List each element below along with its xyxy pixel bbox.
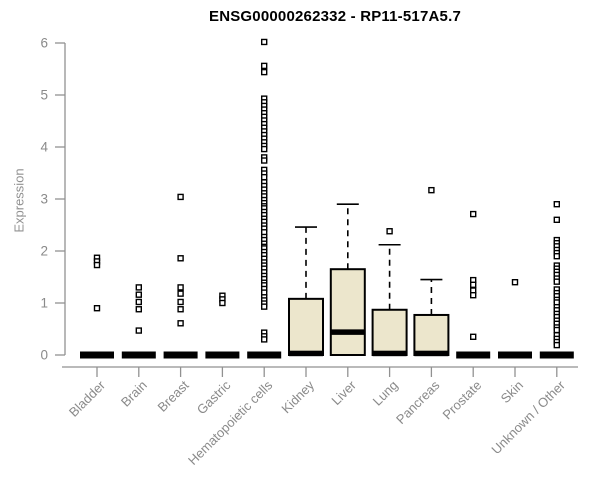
y-tick-label: 1 (40, 296, 48, 311)
outlier-point (261, 62, 268, 70)
x-tick-label-kidney: Kidney (278, 377, 317, 416)
outlier-point (177, 255, 184, 262)
iqr-box (329, 268, 366, 357)
iqr-box (413, 313, 450, 356)
outlier-point (553, 216, 560, 224)
box-group-skin (498, 279, 532, 359)
collapsed-box (498, 351, 532, 359)
x-tick-label-liver: Liver (328, 377, 359, 408)
outlier-point (553, 200, 560, 208)
outlier-point (511, 279, 519, 286)
collapsed-box (456, 351, 491, 359)
outlier-point (261, 173, 268, 181)
y-tick-label: 4 (40, 140, 48, 155)
box-group-gastric (205, 292, 240, 359)
median-line (289, 350, 323, 357)
outlier-point (219, 299, 226, 307)
collapsed-box (247, 351, 282, 359)
outlier-point (135, 298, 143, 306)
outlier-point (261, 38, 268, 46)
x-tick-label-breast: Breast (155, 377, 192, 414)
median-line (414, 350, 449, 357)
box-group-breast (163, 193, 198, 359)
outlier-point (177, 306, 184, 313)
box-group-prostate (456, 210, 491, 359)
outlier-point (261, 145, 268, 153)
box-group-brain (121, 284, 156, 359)
outlier-point (261, 303, 268, 310)
y-tick-label: 3 (40, 192, 48, 207)
x-tick-label-lung: Lung (370, 378, 401, 409)
y-tick-label: 0 (40, 348, 48, 363)
box-group-liver (329, 203, 366, 357)
collapsed-box (80, 351, 114, 359)
y-tick-label: 5 (40, 88, 48, 103)
outlier-point (177, 320, 184, 327)
outlier-point (93, 305, 101, 312)
collapsed-box (539, 351, 574, 359)
box-group-hematopoietic-cells (247, 38, 282, 359)
outlier-point (177, 290, 184, 297)
x-tick-label-gastric: Gastric (194, 377, 234, 417)
x-tick-label-bladder: Bladder (66, 377, 109, 420)
x-tick-label-skin: Skin (498, 378, 526, 406)
outlier-point (261, 336, 268, 343)
x-tick-label-unknown-other: Unknown / Other (488, 377, 568, 457)
x-tick-label-brain: Brain (118, 378, 150, 410)
collapsed-box (205, 351, 240, 359)
outlier-point (135, 327, 143, 334)
outlier-point (261, 157, 268, 164)
outlier-point (470, 281, 477, 288)
outlier-point (470, 292, 477, 299)
collapsed-box (121, 351, 156, 359)
outlier-point (428, 186, 435, 194)
outlier-point (470, 210, 477, 218)
outlier-point (177, 298, 184, 306)
box-group-pancreas (413, 186, 450, 357)
iqr-box (288, 297, 324, 356)
collapsed-box (163, 351, 198, 359)
outlier-point (553, 341, 560, 349)
y-tick-label: 6 (40, 36, 48, 51)
outlier-point (135, 284, 143, 291)
outlier-point (177, 284, 184, 291)
outlier-point (553, 326, 560, 334)
box-group-kidney (288, 226, 324, 357)
outlier-point (470, 333, 477, 340)
median-line (330, 329, 365, 335)
outlier-point (553, 252, 560, 260)
x-tick-label-pancreas: Pancreas (393, 377, 443, 427)
outlier-point (553, 278, 560, 285)
outlier-point (135, 291, 143, 298)
outlier-point (93, 261, 101, 269)
x-tick-label-prostate: Prostate (439, 378, 484, 423)
chart-title: ENSG00000262332 - RP11-517A5.7 (208, 8, 461, 25)
median-line (372, 350, 407, 357)
outlier-point (386, 228, 393, 235)
y-tick-label: 2 (40, 244, 48, 259)
box-group-unknown-other (539, 200, 574, 359)
y-axis: 0 1 2 3 4 5 6 (40, 36, 66, 363)
iqr-box (371, 308, 408, 357)
box-group-lung (371, 228, 408, 357)
outlier-point (177, 193, 184, 201)
outlier-point (261, 68, 268, 76)
box-group-bladder (80, 254, 114, 359)
outlier-point (135, 306, 143, 313)
